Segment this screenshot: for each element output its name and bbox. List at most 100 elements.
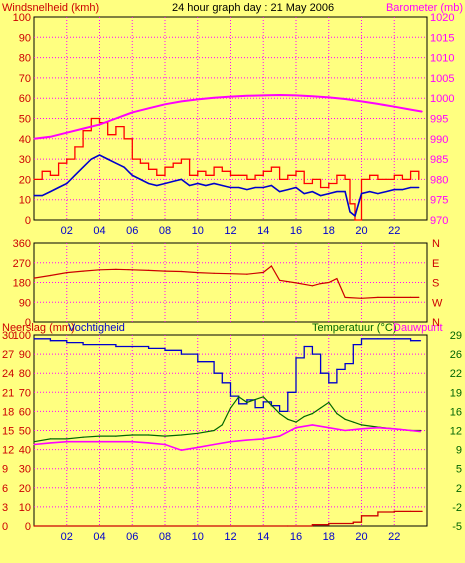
data-point-gust xyxy=(270,166,272,168)
data-point-barometer xyxy=(98,124,101,126)
data-point-avg xyxy=(180,178,182,180)
data-point-avg xyxy=(279,191,281,193)
hour-tick-label: 16 xyxy=(290,225,302,237)
wind-tick-label: 30 xyxy=(19,154,31,166)
humidity-tick-label: 50 xyxy=(19,426,31,438)
data-point-gust xyxy=(418,178,420,180)
data-point-dewpoint xyxy=(393,428,395,430)
hour-tick-label: 16 xyxy=(290,531,302,543)
data-point-temperature xyxy=(303,415,305,418)
data-point-humidity xyxy=(246,399,248,401)
data-point-dewpoint xyxy=(419,431,422,433)
hour-tick-label: 10 xyxy=(192,225,204,237)
temperature-tick-label: 29 xyxy=(450,330,462,342)
data-point-humidity xyxy=(419,340,422,342)
data-point-avg xyxy=(295,186,297,189)
barometer-tick-label: 990 xyxy=(430,134,448,146)
data-point-direction xyxy=(262,271,264,273)
data-point-gust xyxy=(336,174,338,176)
data-point-dewpoint xyxy=(49,442,52,444)
data-point-direction xyxy=(295,282,297,284)
data-point-barometer xyxy=(279,94,281,96)
data-point-humidity xyxy=(320,372,322,374)
data-point-barometer xyxy=(180,100,182,102)
wind-tick-label: 20 xyxy=(19,174,31,186)
humidity-tick-label: 0 xyxy=(25,521,31,533)
data-point-direction xyxy=(336,278,338,280)
data-point-gust xyxy=(295,170,297,172)
data-point-avg xyxy=(213,182,215,185)
hour-tick-label: 02 xyxy=(61,225,73,237)
wind-tick-label: 10 xyxy=(19,195,31,207)
humidity-tick-label: 60 xyxy=(19,406,31,418)
data-point-barometer xyxy=(328,96,330,98)
data-point-direction xyxy=(115,268,117,270)
dewpoint-axis-title: Dauwpunt xyxy=(393,322,443,334)
data-point-direction xyxy=(393,296,395,298)
data-point-direction xyxy=(49,274,52,277)
data-point-direction xyxy=(320,283,322,285)
data-point-barometer xyxy=(229,96,232,98)
data-point-avg xyxy=(385,191,387,193)
data-point-avg xyxy=(401,189,403,191)
humidity-tick-label: 40 xyxy=(19,445,31,457)
data-point-rain xyxy=(377,511,379,513)
data-point-gust xyxy=(279,178,281,180)
data-point-avg xyxy=(377,193,379,195)
data-point-humidity xyxy=(180,353,182,355)
data-point-direction xyxy=(410,296,412,298)
data-point-gust xyxy=(213,166,215,168)
data-point-direction xyxy=(311,285,313,287)
data-point-dewpoint xyxy=(98,441,101,443)
compass-label: S xyxy=(432,278,439,290)
data-point-dewpoint xyxy=(66,441,68,443)
data-point-avg xyxy=(33,195,35,197)
data-point-gust xyxy=(287,174,289,176)
data-point-humidity xyxy=(336,368,338,370)
data-point-temperature xyxy=(164,435,166,437)
rain-tick-label: 9 xyxy=(2,464,8,476)
data-point-gust xyxy=(107,134,109,136)
data-point-avg xyxy=(238,186,240,189)
temperature-tick-label: 26 xyxy=(450,349,462,361)
data-point-gust xyxy=(123,138,125,140)
hour-tick-label: 04 xyxy=(93,531,105,543)
data-point-avg xyxy=(229,186,232,189)
series-line-gust xyxy=(34,117,420,221)
data-point-humidity xyxy=(377,338,379,340)
data-point-direction xyxy=(344,296,346,298)
rain-tick-label: 0 xyxy=(2,521,8,533)
data-point-humidity xyxy=(311,353,313,355)
data-point-temperature xyxy=(254,399,256,401)
data-point-gust xyxy=(360,178,363,180)
data-point-humidity xyxy=(410,340,412,342)
data-point-rain xyxy=(421,510,423,512)
rain-tick-label: 18 xyxy=(2,406,14,418)
hour-tick-label: 14 xyxy=(257,531,269,543)
wind-tick-label: 50 xyxy=(19,114,31,126)
data-point-barometer xyxy=(197,98,199,100)
compass-label: N xyxy=(432,317,440,329)
data-point-barometer xyxy=(393,106,395,108)
data-point-avg xyxy=(360,193,363,195)
barometer-tick-label: 1015 xyxy=(430,32,454,44)
data-point-humidity xyxy=(221,382,223,384)
data-point-temperature xyxy=(311,413,313,415)
data-point-humidity xyxy=(262,401,264,403)
data-point-barometer xyxy=(246,95,248,97)
compass-label: E xyxy=(432,258,439,270)
chart-title: 24 hour graph day : 21 May 2006 xyxy=(172,2,334,14)
data-point-humidity xyxy=(131,345,133,348)
data-point-dewpoint xyxy=(410,429,412,432)
data-point-avg xyxy=(66,182,68,185)
data-point-direction xyxy=(279,279,281,281)
data-point-humidity xyxy=(279,410,281,412)
data-point-avg xyxy=(148,182,150,185)
data-point-humidity xyxy=(197,361,199,363)
rain-tick-label: 12 xyxy=(2,445,14,457)
data-point-avg xyxy=(90,158,92,160)
data-point-avg xyxy=(74,174,76,176)
data-point-avg xyxy=(107,158,109,160)
barometer-tick-label: 975 xyxy=(430,195,448,207)
